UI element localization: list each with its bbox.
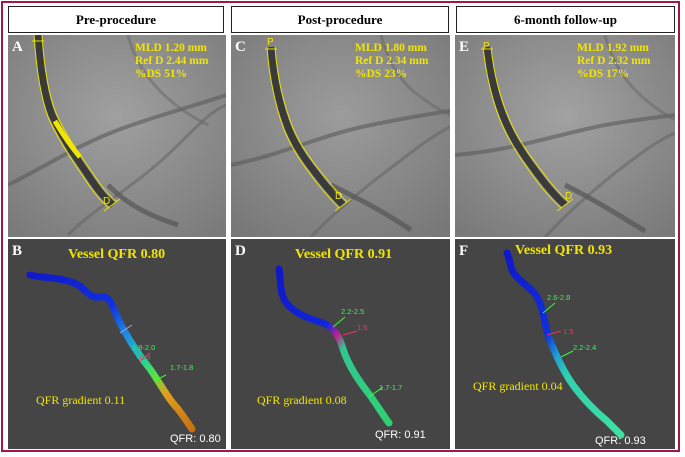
qfr-value-followup: QFR: 0.93 xyxy=(595,435,646,447)
qfr-panel-post: D Vessel QFR 0.91 2.2-2.5 1.5 1.7-1.7 QF… xyxy=(231,239,450,449)
qfr-panel-pre: B Vessel QFR 0.80 1.8-2.0 0.9 1.7-1.8 QF… xyxy=(8,239,226,449)
panel-letter-d: D xyxy=(235,243,246,259)
qfr-vessel-model-followup xyxy=(503,249,625,439)
distal-marker-followup: D xyxy=(565,191,573,202)
panel-letter-e: E xyxy=(459,39,470,55)
panel-letter-c: C xyxy=(235,39,246,55)
angiogram-panel-pre: A MLD 1.20 mm Ref D 2.44 mm %DS 51% D xyxy=(8,35,226,237)
qfr-gradient-followup: QFR gradient 0.04 xyxy=(473,379,563,393)
segment-label-followup-2: 1.5 xyxy=(563,327,574,336)
ref-diameter-post: Ref D 2.34 mm xyxy=(355,55,429,67)
segment-label-pre-2: 0.9 xyxy=(140,353,151,362)
segment-label-followup-3: 2.2-2.4 xyxy=(573,343,597,352)
diameter-stenosis-post: %DS 23% xyxy=(355,68,408,80)
stenosis-stats-post: MLD 1.80 mm Ref D 2.34 mm %DS 23% xyxy=(355,42,428,81)
diameter-stenosis-followup: %DS 17% xyxy=(577,68,630,80)
angiogram-panel-post: C P MLD 1.80 mm Ref D 2.34 mm %DS 23% D xyxy=(231,35,450,237)
panel-letter-a: A xyxy=(12,39,23,55)
distal-marker-post: D xyxy=(335,191,343,202)
figure-frame: Pre-procedure Post-procedure 6-month fol… xyxy=(1,1,680,452)
distal-marker-pre: D xyxy=(103,196,111,207)
mld-value-followup: MLD 1.92 mm xyxy=(577,42,649,54)
qfr-gradient-post: QFR gradient 0.08 xyxy=(257,393,347,407)
panel-letter-f: F xyxy=(459,243,469,259)
mld-value-pre: MLD 1.20 mm xyxy=(135,42,207,54)
angiogram-panel-followup: E P MLD 1.92 mm Ref D 2.32 mm %DS 17% D xyxy=(455,35,675,237)
header-follow-up: 6-month follow-up xyxy=(456,6,675,33)
segment-label-post-3: 1.7-1.7 xyxy=(379,383,403,392)
qfr-vessel-model-pre xyxy=(26,271,196,433)
segment-label-post-1: 2.2-2.5 xyxy=(341,307,365,316)
ref-diameter-followup: Ref D 2.32 mm xyxy=(577,55,651,67)
angiogram-image-post xyxy=(231,35,450,237)
vessel-qfr-pre: Vessel QFR 0.80 xyxy=(68,247,166,262)
header-post-procedure: Post-procedure xyxy=(231,6,449,33)
stenosis-stats-pre: MLD 1.20 mm Ref D 2.44 mm %DS 51% xyxy=(135,42,208,81)
qfr-value-post: QFR: 0.91 xyxy=(375,429,426,441)
vessel-qfr-post: Vessel QFR 0.91 xyxy=(295,247,393,262)
diameter-stenosis-pre: %DS 51% xyxy=(135,68,188,80)
header-pre-procedure: Pre-procedure xyxy=(8,6,224,33)
segment-label-post-2: 1.5 xyxy=(357,323,368,332)
qfr-value-pre: QFR: 0.80 xyxy=(170,433,221,445)
qfr-vessel-model-post xyxy=(275,265,393,427)
proximal-marker-followup: P xyxy=(483,41,490,52)
angiogram-image-pre xyxy=(8,35,226,237)
panel-letter-b: B xyxy=(12,243,23,259)
segment-label-pre-3: 1.7-1.8 xyxy=(170,363,194,372)
qfr-gradient-pre: QFR gradient 0.11 xyxy=(36,393,126,407)
ref-diameter-pre: Ref D 2.44 mm xyxy=(135,55,209,67)
mld-value-post: MLD 1.80 mm xyxy=(355,42,427,54)
segment-label-pre-1: 1.8-2.0 xyxy=(132,343,156,352)
segment-label-followup-1: 2.6-2.8 xyxy=(547,293,571,302)
proximal-marker-post: P xyxy=(267,37,274,48)
qfr-panel-followup: F Vessel QFR 0.93 2.6-2.8 1.5 2.2-2.4 QF… xyxy=(455,239,675,449)
vessel-qfr-followup: Vessel QFR 0.93 xyxy=(515,243,613,258)
stenosis-stats-followup: MLD 1.92 mm Ref D 2.32 mm %DS 17% xyxy=(577,42,650,81)
angiogram-image-followup xyxy=(455,35,675,237)
